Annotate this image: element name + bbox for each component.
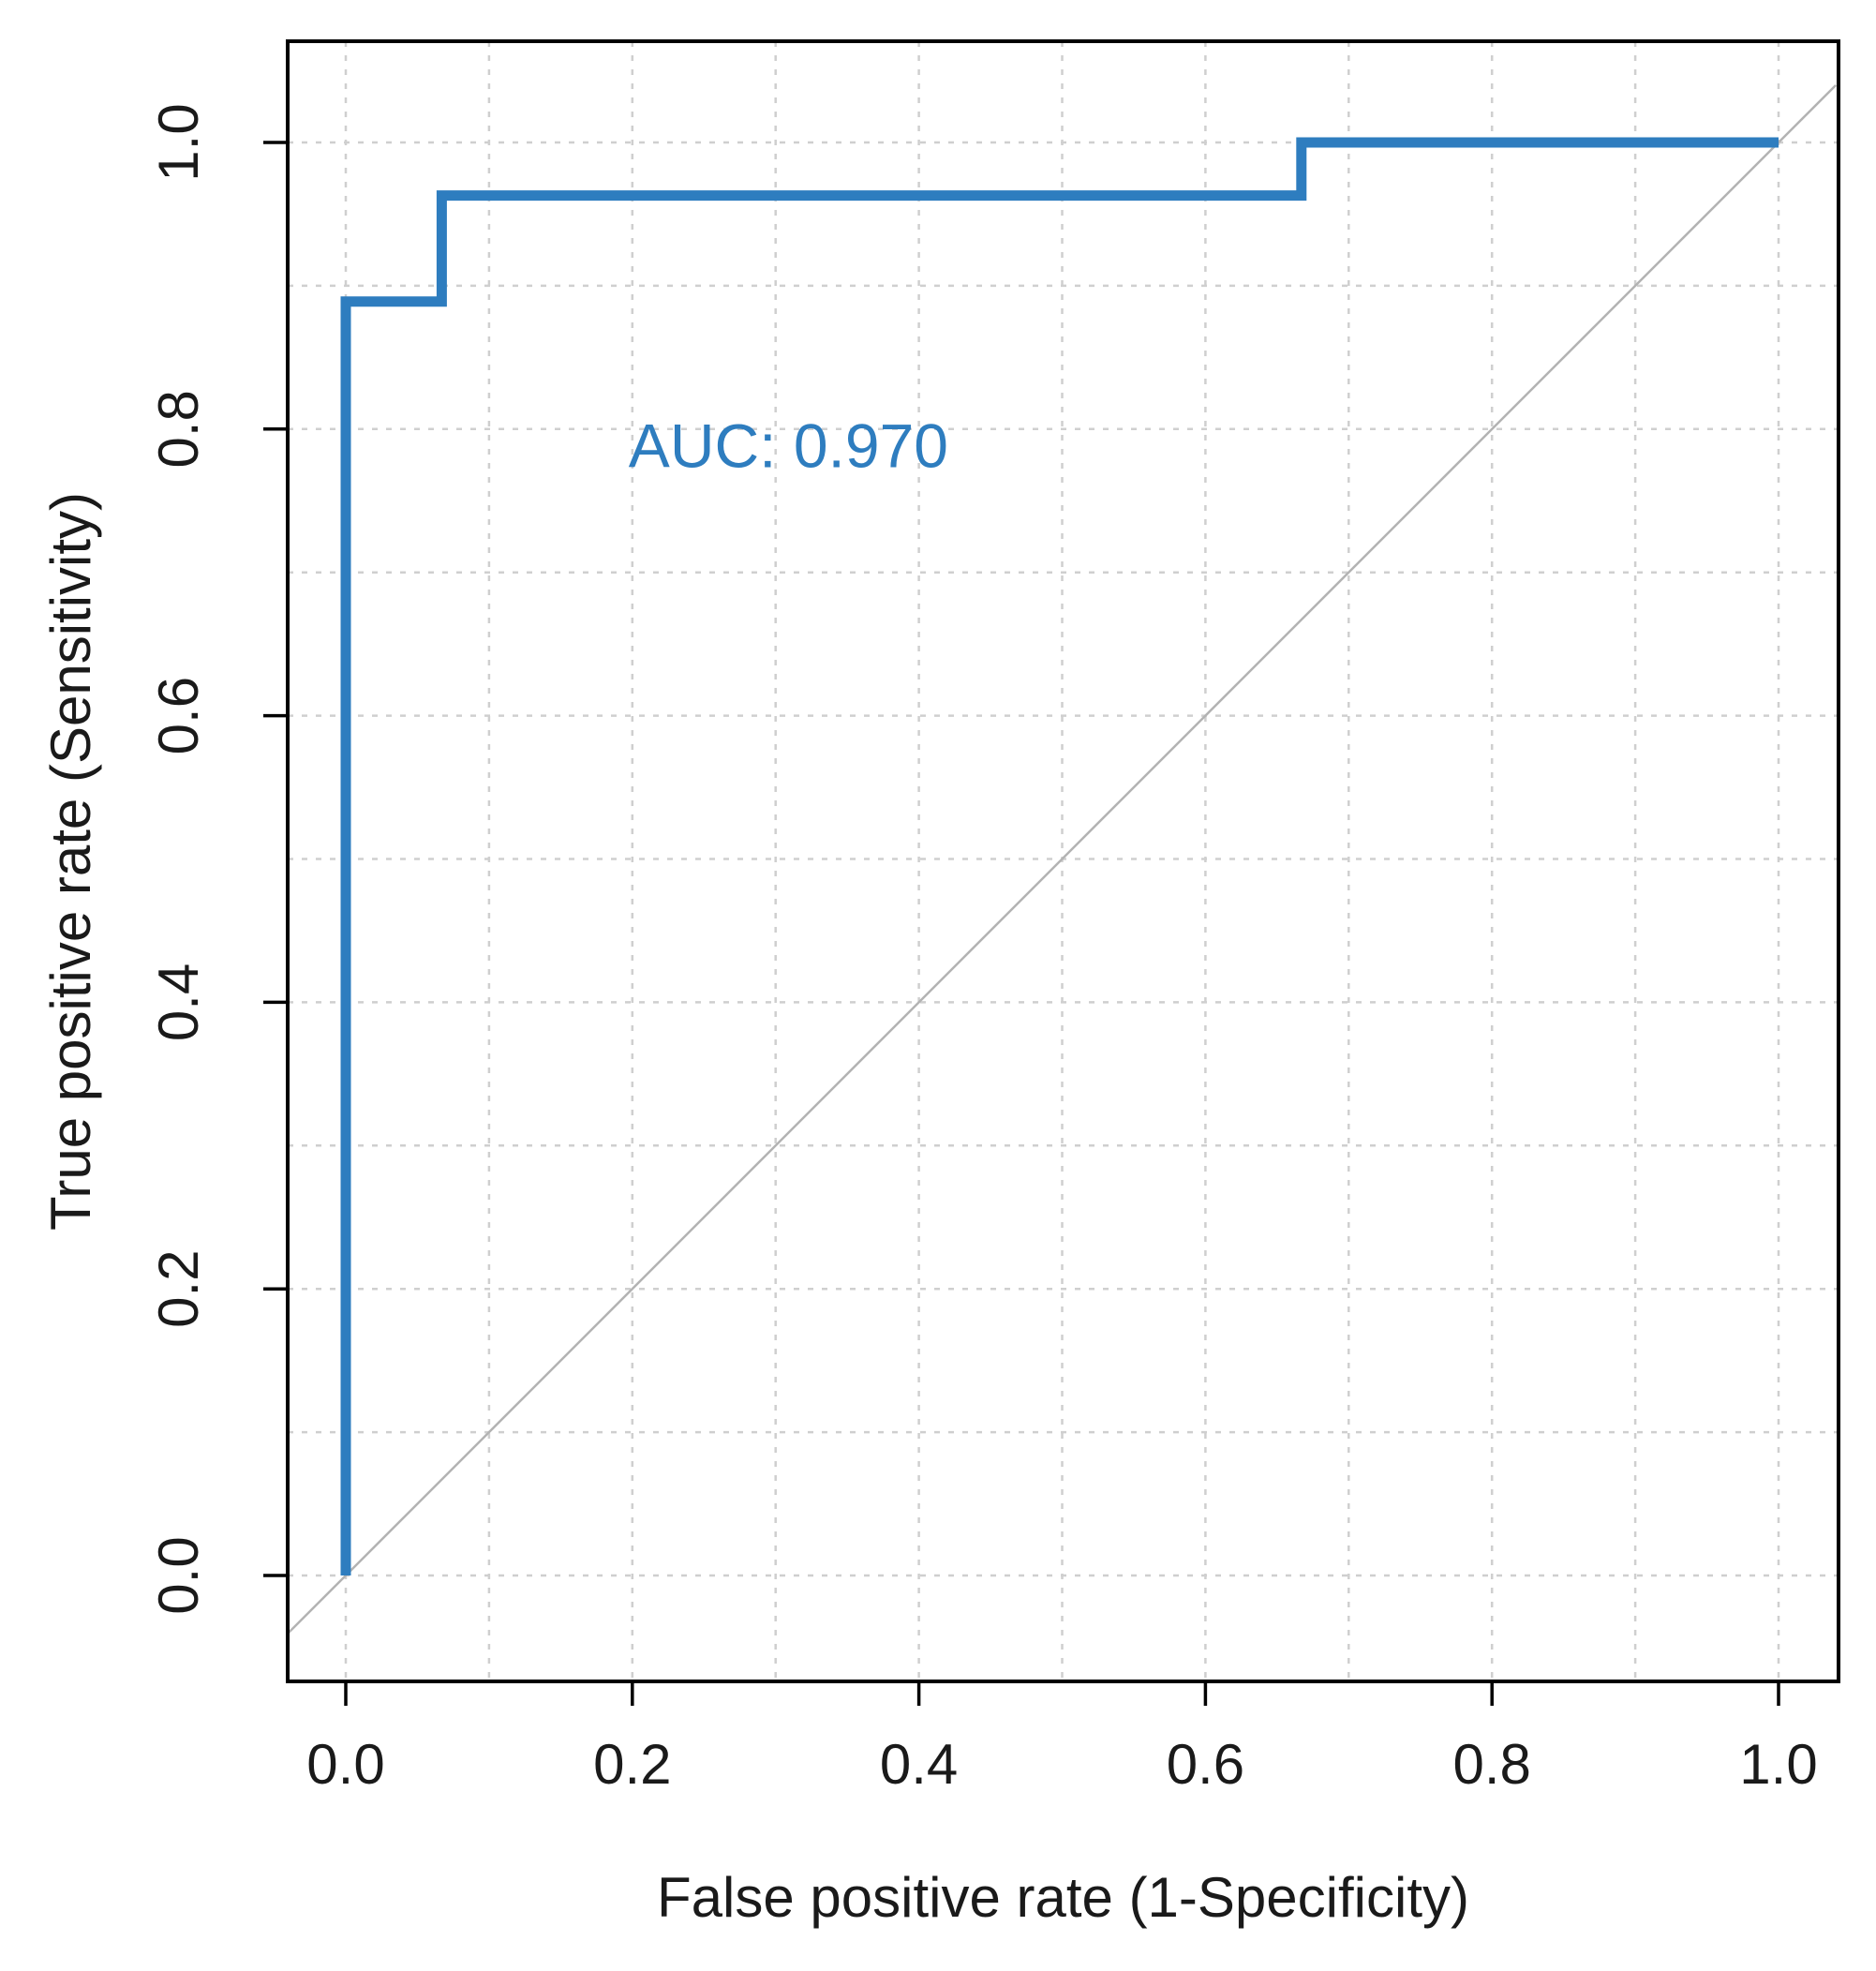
x-axis: 0.0 0.2 0.4 0.6 0.8 1.0 — [306, 1681, 1818, 1796]
x-tick-label: 1.0 — [1739, 1733, 1817, 1796]
plot-frame — [286, 39, 1840, 1683]
x-tick-label: 0.6 — [1167, 1733, 1244, 1796]
y-tick-label: 1.0 — [147, 103, 210, 181]
y-axis: 0.0 0.2 0.4 0.6 0.8 1.0 — [147, 103, 288, 1615]
x-tick-label: 0.8 — [1452, 1733, 1530, 1796]
auc-annotation: AUC: 0.970 — [629, 411, 948, 480]
y-tick-label: 0.4 — [147, 963, 210, 1041]
y-tick-label: 0.2 — [147, 1249, 210, 1327]
y-tick-label: 0.6 — [147, 677, 210, 754]
reference-diagonal-line — [287, 83, 1838, 1635]
roc-curve-line — [340, 137, 1779, 1575]
x-tick-label: 0.2 — [593, 1733, 671, 1796]
y-tick-label: 0.0 — [147, 1536, 210, 1614]
x-axis-title: False positive rate (1-Specificity) — [657, 1866, 1469, 1929]
y-tick-label: 0.8 — [147, 390, 210, 468]
x-tick-label: 0.0 — [306, 1733, 384, 1796]
y-axis-title: True positive rate (Sensitivity) — [39, 492, 102, 1231]
grid — [288, 41, 1839, 1681]
x-tick-label: 0.4 — [880, 1733, 958, 1796]
